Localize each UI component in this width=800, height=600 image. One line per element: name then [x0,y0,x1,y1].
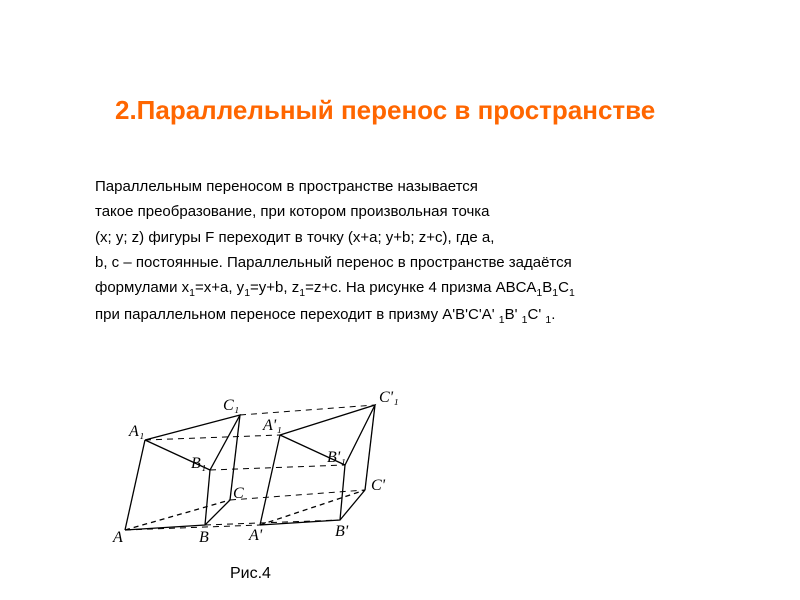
text-run: при параллельном переносе переходит в пр… [95,306,499,323]
slide-title: 2.Параллельный перенос в пространстве [115,95,800,126]
text-line: такое преобразование, при котором произв… [95,200,735,223]
vertex-label: A [112,529,123,546]
text-run: C [558,279,569,296]
text-run: B' [505,306,522,323]
text-line: Параллельным переносом в пространстве на… [95,175,735,198]
text-line: b, c – постоянные. Параллельный перенос … [95,251,735,274]
text-run: =z+c. На рисунке 4 призма ABCA [305,279,536,296]
text-line: (x; y; z) фигуры F переходит в точку (x+… [95,226,735,249]
text-run: формулами x [95,279,189,296]
text-run: =y+b, z [250,279,299,296]
slide: 2.Параллельный перенос в пространстве Па… [0,0,800,600]
slide-body: Параллельным переносом в пространстве на… [95,175,735,331]
vertex-label: A' [248,527,263,544]
vertex-label: B'₁ [327,449,346,466]
text-run: C' [528,306,546,323]
text-line: при параллельном переносе переходит в пр… [95,303,735,328]
vertex-label: C₁ [223,397,239,414]
vertex-label: C [233,485,244,502]
prism-translation-diagram: A B C A₁ B₁ C₁ A' B' C' A'₁ B'₁ C'₁ [95,350,455,580]
vertex-label: B [199,529,209,546]
subscript: 1 [569,287,575,299]
text-line: формулами x1=x+a, y1=y+b, z1=z+c. На рис… [95,276,735,301]
vertex-label: B' [335,523,349,540]
text-run: . [551,306,555,323]
figure-caption: Рис.4 [230,565,271,583]
vertex-label: C' [371,477,386,494]
vertex-label: A₁ [128,423,144,440]
vertex-label: B₁ [191,455,206,472]
vertex-label: A'₁ [262,417,282,434]
vertex-label: C'₁ [379,389,399,406]
text-run: =x+a, y [195,279,244,296]
text-run: B [542,279,552,296]
